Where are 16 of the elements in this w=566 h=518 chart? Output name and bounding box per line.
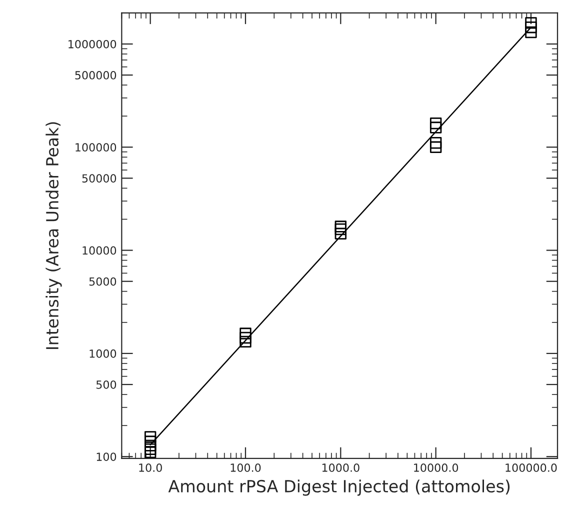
y-tick-label: 100 <box>96 452 116 461</box>
y-tick-label: 1000000 <box>68 40 116 48</box>
y-axis-title: Intensity (Area Under Peak) <box>46 122 62 349</box>
x-axis-title: Amount rPSA Digest Injected (attomoles) <box>168 480 510 496</box>
x-tick-label: 100000.0 <box>506 463 557 472</box>
x-tick-label: 100.0 <box>230 463 261 472</box>
x-tick-label: 10000.0 <box>414 463 458 472</box>
y-tick-label: 500 <box>96 380 116 389</box>
y-tick-label: 1000 <box>90 349 116 358</box>
y-tick-label: 100000 <box>76 143 116 152</box>
y-tick-label: 5000 <box>89 277 116 286</box>
x-tick-label: 10.0 <box>139 463 162 472</box>
y-tick-label: 500000 <box>75 71 116 80</box>
y-tick-label: 50000 <box>82 174 116 183</box>
x-tick-label: 1000.0 <box>322 463 360 472</box>
y-tick-label: 10000 <box>82 246 116 255</box>
